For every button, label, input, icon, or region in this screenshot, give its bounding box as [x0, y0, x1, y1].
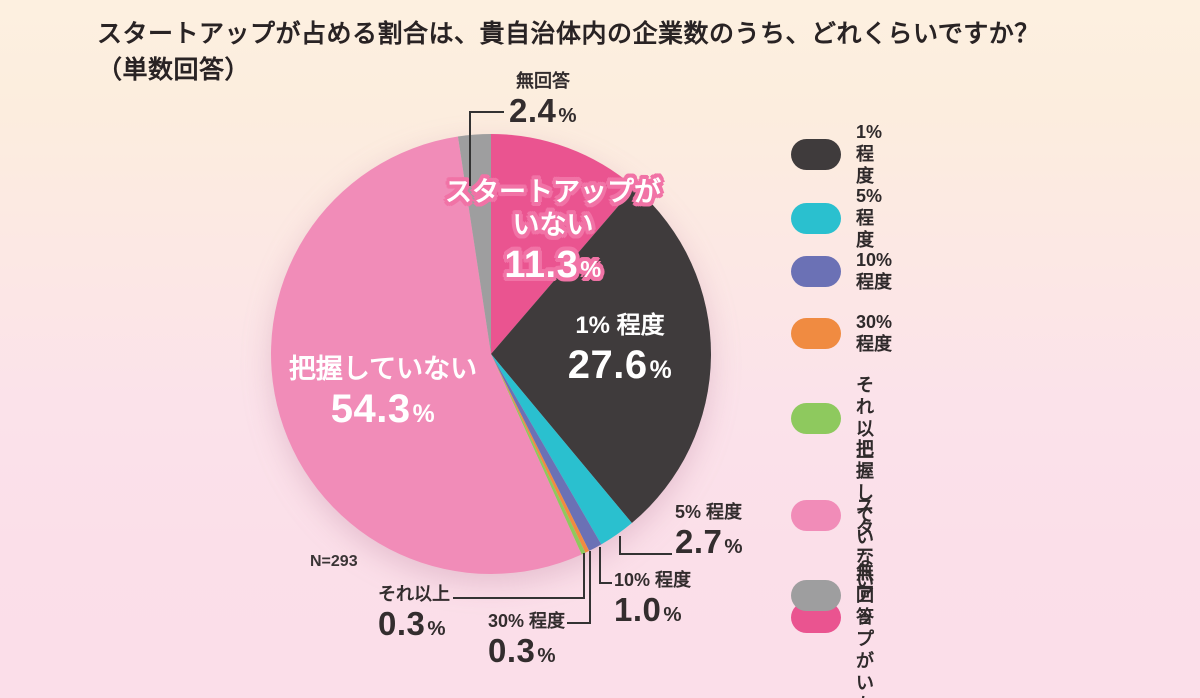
legend-item-label: 30% 程度 [856, 312, 893, 354]
callout-label: 30% 程度 [488, 611, 566, 631]
legend-swatch [791, 255, 841, 287]
callout-label: それ以上 [378, 584, 450, 604]
legend-item-more: それ以上 [791, 374, 874, 462]
slice-label-value: 27.6% [567, 343, 673, 387]
pie-slice [271, 136, 582, 574]
pie-slice [491, 187, 711, 523]
slice-label-not-grasped: 把握していない 54.3% [289, 352, 477, 438]
slice-label-value: 54.3% [330, 387, 436, 431]
legend-swatch [791, 579, 841, 611]
slice-label-1pct: 1% 程度 27.6% [568, 310, 672, 394]
legend-item-label: 1% 程度 [856, 122, 883, 186]
legend-item-label: 無回答 [856, 563, 874, 627]
pie-slice [491, 354, 590, 553]
slice-label-text: スタートアップが いない [445, 177, 661, 240]
callout-label: 無回答 [516, 71, 570, 91]
legend-item-30pct: 30% 程度 [791, 311, 892, 355]
legend-swatch [791, 402, 841, 434]
chart-title-block: スタートアップが占める割合は、貴自治体内の企業数のうち、どれくらいですか？ （単… [97, 16, 1097, 88]
callout-more: それ以上 0.3% [378, 583, 450, 648]
callout-value: 0.3% [488, 632, 557, 669]
legend-swatch [791, 202, 841, 234]
legend-item-label: スタートアップが いない [856, 497, 874, 698]
legend-item-10pct: 10% 程度 [791, 249, 892, 293]
legend-swatch [791, 499, 841, 531]
slice-label-value: 11.3% [504, 244, 602, 286]
legend-item-label: 把握していない [856, 439, 874, 591]
callout-label: 10% 程度 [614, 570, 692, 590]
legend-item-1pct: 1% 程度 [791, 121, 882, 187]
callout-no-answer: 無回答 2.4% [509, 70, 577, 135]
slice-label-no-startup: スタートアップが いない 11.3% [445, 176, 661, 292]
sample-size: N=293 [310, 553, 358, 570]
callout-value: 0.3% [378, 605, 447, 642]
callout-value: 1.0% [614, 591, 683, 628]
callout-value: 2.7% [675, 523, 744, 560]
legend-item-5pct: 5% 程度 [791, 185, 882, 251]
legend-item-no-answer: 無回答 [791, 562, 874, 628]
page-title: スタートアップが占める割合は、貴自治体内の企業数のうち、どれくらいですか？ [97, 20, 1040, 48]
legend-item-not-grasped: 把握していない [791, 438, 874, 592]
callout-30pct: 30% 程度 0.3% [488, 610, 565, 675]
legend-swatch [791, 138, 841, 170]
legend-item-label: 5% 程度 [856, 186, 883, 250]
legend-item-label: 10% 程度 [856, 250, 893, 292]
legend-item-label: それ以上 [856, 375, 874, 461]
callout-10pct: 10% 程度 1.0% [614, 569, 691, 634]
page-subtitle: （単数回答） [97, 56, 251, 84]
callout-value: 2.4% [508, 92, 578, 129]
pie-chart [271, 134, 711, 574]
callout-5pct: 5% 程度 2.7% [675, 501, 743, 566]
pie-slice [491, 354, 586, 555]
pie-slice [491, 354, 632, 545]
pie-slice [457, 134, 491, 354]
callout-label: 5% 程度 [675, 502, 743, 522]
pie-slice [491, 354, 602, 551]
legend-swatch [791, 317, 841, 349]
slice-label-text: 把握していない [288, 354, 478, 384]
slice-label-text: 1% 程度 [575, 312, 665, 339]
pie-slice [491, 134, 635, 354]
